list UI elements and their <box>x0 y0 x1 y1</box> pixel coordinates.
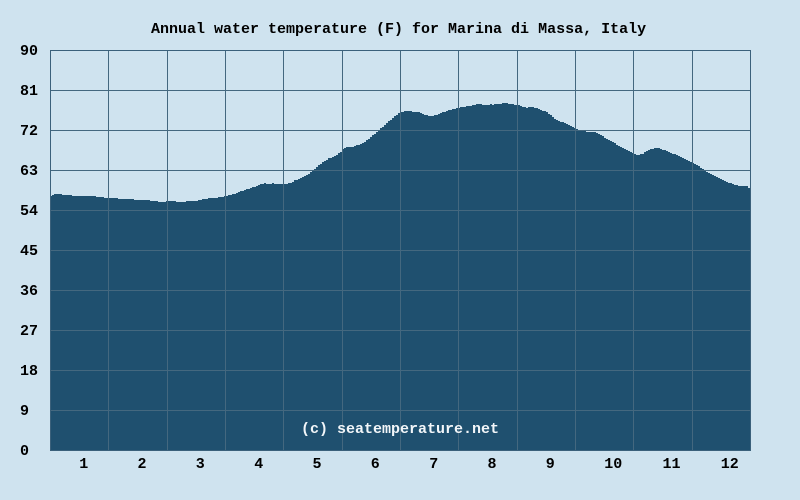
svg-text:12: 12 <box>721 456 739 473</box>
svg-text:9: 9 <box>546 456 555 473</box>
svg-text:Annual water temperature (F) f: Annual water temperature (F) for Marina … <box>151 21 646 38</box>
svg-text:18: 18 <box>20 363 38 380</box>
svg-text:4: 4 <box>254 456 263 473</box>
svg-text:6: 6 <box>371 456 380 473</box>
svg-text:10: 10 <box>604 456 622 473</box>
svg-text:8: 8 <box>488 456 497 473</box>
svg-text:45: 45 <box>20 243 38 260</box>
svg-text:90: 90 <box>20 43 38 60</box>
svg-text:2: 2 <box>138 456 147 473</box>
svg-text:5: 5 <box>313 456 322 473</box>
svg-text:72: 72 <box>20 123 38 140</box>
svg-text:27: 27 <box>20 323 38 340</box>
svg-text:81: 81 <box>20 83 38 100</box>
svg-text:3: 3 <box>196 456 205 473</box>
svg-text:9: 9 <box>20 403 29 420</box>
svg-text:11: 11 <box>663 456 681 473</box>
svg-text:0: 0 <box>20 443 29 460</box>
svg-text:7: 7 <box>429 456 438 473</box>
svg-text:63: 63 <box>20 163 38 180</box>
svg-text:54: 54 <box>20 203 38 220</box>
svg-text:36: 36 <box>20 283 38 300</box>
svg-text:(c) seatemperature.net: (c) seatemperature.net <box>301 421 499 438</box>
svg-text:1: 1 <box>79 456 88 473</box>
